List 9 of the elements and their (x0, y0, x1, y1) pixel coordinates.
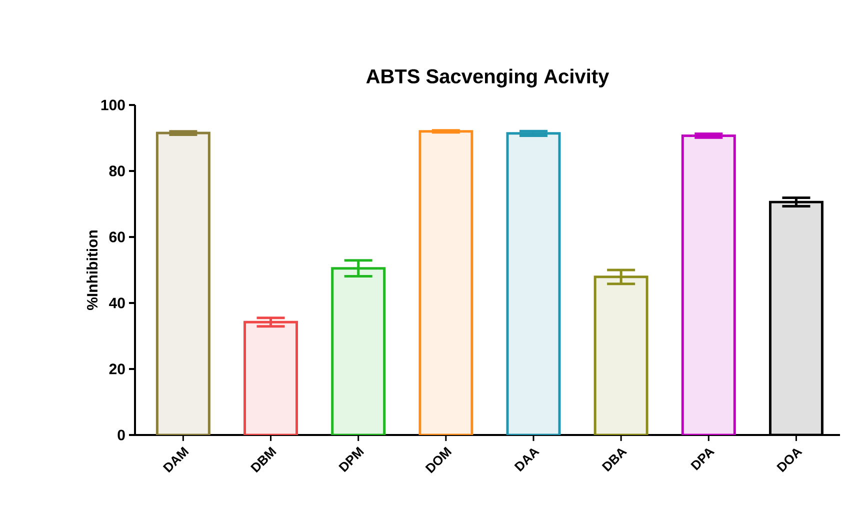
y-tick-label: 80 (109, 166, 125, 176)
y-tick-label: 0 (118, 430, 125, 440)
y-axis-title: %Inhibition (86, 230, 98, 310)
chart-title: ABTS Sacvenging Acivity (366, 68, 610, 88)
y-tick-label: 40 (109, 298, 125, 308)
y-tick-label: 100 (101, 100, 125, 110)
y-tick-label: 60 (109, 232, 125, 242)
y-tick-label: 20 (109, 364, 125, 374)
x-tick-label: DPA (690, 448, 715, 470)
